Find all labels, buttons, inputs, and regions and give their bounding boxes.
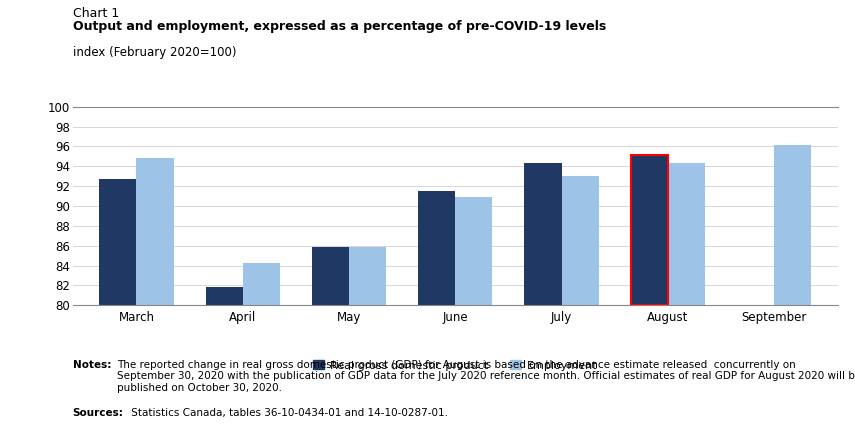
Bar (205, 287, 243, 305)
Bar (631, 155, 668, 305)
Bar (562, 176, 598, 305)
Text: Notes:: Notes: (73, 360, 111, 370)
Text: Statistics Canada, tables 36-10-0434-01 and 14-10-0287-01.: Statistics Canada, tables 36-10-0434-01 … (128, 408, 448, 418)
Bar (631, 155, 668, 305)
Bar (312, 247, 349, 305)
Bar (418, 191, 456, 305)
Bar (243, 262, 280, 305)
Bar (456, 197, 492, 305)
Text: Output and employment, expressed as a percentage of pre-COVID-19 levels: Output and employment, expressed as a pe… (73, 20, 606, 33)
Legend: Real gross domestic product, Employment: Real gross domestic product, Employment (309, 356, 602, 375)
Bar (524, 164, 562, 305)
Bar (349, 247, 386, 305)
Text: Sources:: Sources: (73, 408, 124, 418)
Text: The reported change in real gross domestic product (GDP) for August is based on : The reported change in real gross domest… (117, 360, 855, 393)
Text: Chart 1: Chart 1 (73, 7, 119, 20)
Text: index (February 2020=100): index (February 2020=100) (73, 46, 236, 59)
Bar (668, 164, 705, 305)
Bar (137, 158, 174, 305)
Bar (774, 144, 811, 305)
Bar (99, 179, 137, 305)
